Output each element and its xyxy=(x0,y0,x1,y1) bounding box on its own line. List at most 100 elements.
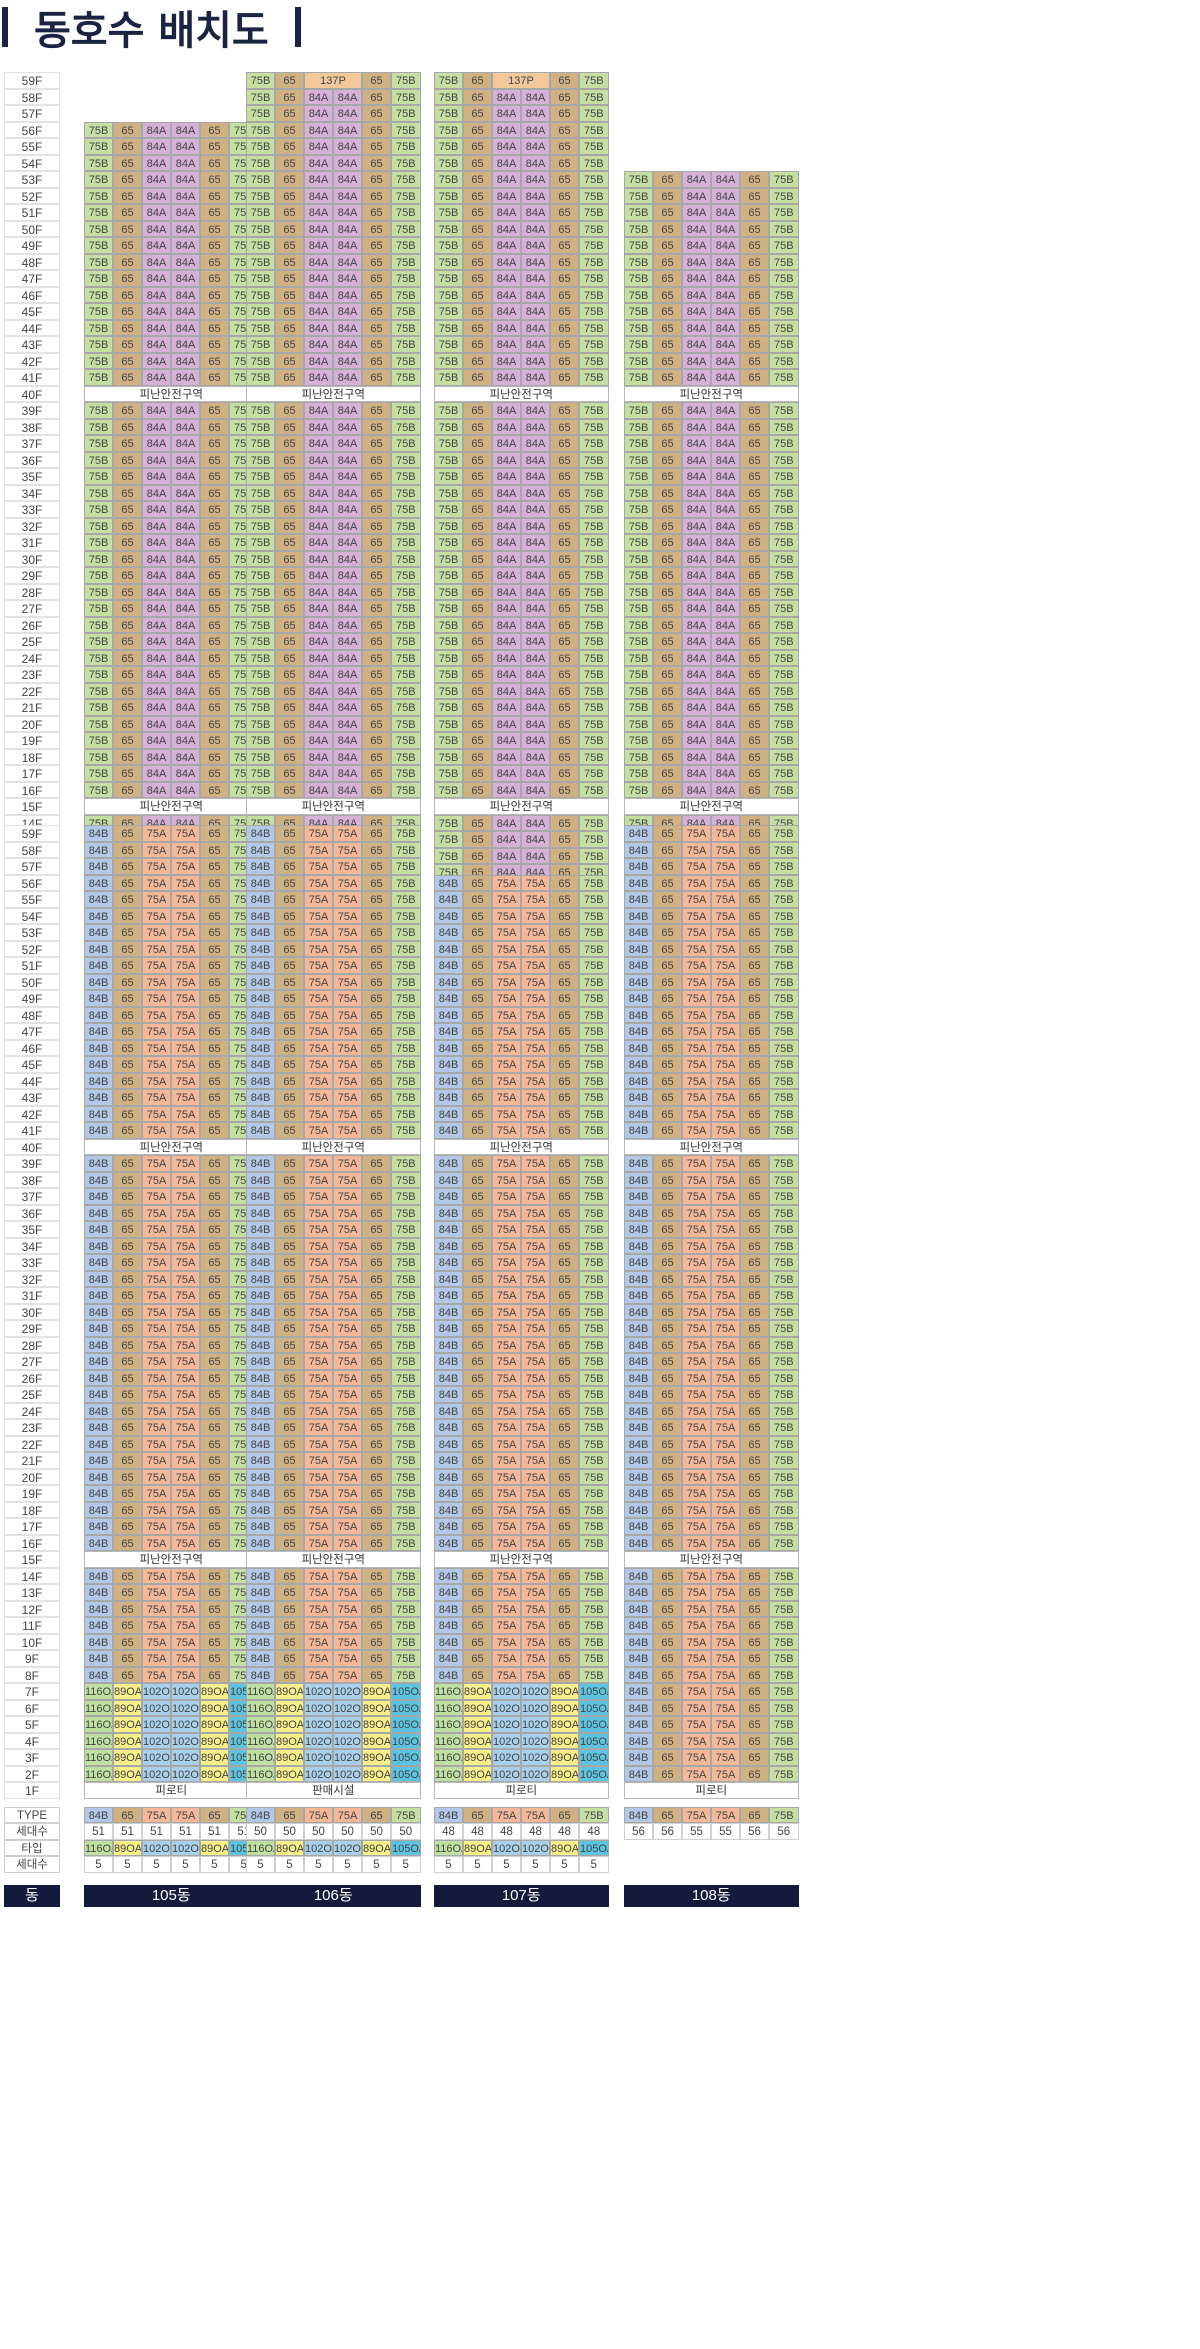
unit-cell[interactable]: 84A xyxy=(304,781,333,798)
unit-cell[interactable]: 65 xyxy=(113,1254,142,1271)
unit-cell[interactable]: 84A xyxy=(333,781,362,798)
unit-cell[interactable]: 65 xyxy=(275,874,304,891)
unit-cell[interactable]: 75B xyxy=(434,765,463,782)
unit-cell[interactable]: 65 xyxy=(463,319,492,336)
unit-cell[interactable]: 65 xyxy=(200,1072,229,1089)
unit-cell[interactable]: 65 xyxy=(463,171,492,188)
unit-cell[interactable]: 75B xyxy=(391,1254,421,1271)
unit-cell[interactable]: 75A xyxy=(304,1254,333,1271)
unit-cell[interactable]: 65 xyxy=(275,1518,304,1535)
unit-cell[interactable]: 75B xyxy=(769,1732,799,1749)
unit-cell[interactable]: 65 xyxy=(463,1534,492,1551)
unit-cell[interactable]: 75A xyxy=(521,891,550,908)
unit-cell[interactable]: 75A xyxy=(682,1089,711,1106)
unit-cell[interactable]: 84B xyxy=(434,1237,463,1254)
unit-cell[interactable]: 84A xyxy=(492,204,521,221)
unit-cell[interactable]: 75B xyxy=(434,402,463,419)
unit-cell[interactable]: 65 xyxy=(275,237,304,254)
unit-cell[interactable]: 65 xyxy=(200,1039,229,1056)
unit-cell[interactable]: 116OA xyxy=(434,1765,463,1782)
unit-cell[interactable]: 65 xyxy=(113,924,142,941)
unit-cell[interactable]: 65 xyxy=(740,682,769,699)
unit-cell[interactable]: 65 xyxy=(740,973,769,990)
unit-cell[interactable]: 84B xyxy=(84,841,113,858)
unit-cell[interactable]: 75A xyxy=(711,874,740,891)
unit-cell[interactable]: 84A xyxy=(142,633,171,650)
unit-cell[interactable]: 65 xyxy=(463,105,492,122)
unit-cell[interactable]: 84A xyxy=(333,600,362,617)
unit-cell[interactable]: 65 xyxy=(113,1600,142,1617)
unit-cell[interactable]: 75B xyxy=(579,1435,609,1452)
unit-cell[interactable]: 75B xyxy=(769,1105,799,1122)
unit-cell[interactable]: 65 xyxy=(463,1155,492,1172)
unit-cell[interactable]: 75A xyxy=(304,990,333,1007)
unit-cell[interactable]: 75B xyxy=(84,220,113,237)
unit-cell[interactable]: 65 xyxy=(362,517,391,534)
unit-cell[interactable]: 65 xyxy=(200,699,229,716)
unit-cell[interactable]: 75A xyxy=(682,1155,711,1172)
unit-cell[interactable]: 75B xyxy=(769,748,799,765)
unit-cell[interactable]: 65 xyxy=(463,550,492,567)
unit-cell[interactable]: 65 xyxy=(200,1452,229,1469)
unit-cell[interactable]: 75A xyxy=(492,1534,521,1551)
unit-cell[interactable]: 84B xyxy=(84,874,113,891)
unit-cell[interactable]: 84A xyxy=(492,319,521,336)
unit-cell[interactable]: 84B xyxy=(624,924,653,941)
unit-cell[interactable]: 84A xyxy=(492,633,521,650)
unit-cell[interactable]: 65 xyxy=(275,270,304,287)
unit-cell[interactable]: 65 xyxy=(550,1633,579,1650)
unit-cell[interactable]: 84A xyxy=(711,204,740,221)
unit-cell[interactable]: 75B xyxy=(769,973,799,990)
unit-cell[interactable]: 75A xyxy=(711,825,740,842)
unit-cell[interactable]: 75B xyxy=(579,1353,609,1370)
unit-cell[interactable]: 102OA xyxy=(333,1749,362,1766)
unit-cell[interactable]: 65 xyxy=(275,600,304,617)
unit-cell[interactable]: 84A xyxy=(333,583,362,600)
unit-cell[interactable]: 105OA xyxy=(579,1683,609,1700)
unit-cell[interactable]: 75A xyxy=(682,1072,711,1089)
unit-cell[interactable]: 65 xyxy=(113,1501,142,1518)
unit-cell[interactable]: 75A xyxy=(492,1105,521,1122)
unit-cell[interactable]: 84A xyxy=(171,138,200,155)
unit-cell[interactable]: 65 xyxy=(740,1600,769,1617)
unit-cell[interactable]: 75A xyxy=(142,1386,171,1403)
unit-cell[interactable]: 65 xyxy=(200,1386,229,1403)
unit-cell[interactable]: 75A xyxy=(171,858,200,875)
unit-cell[interactable]: 75B xyxy=(391,187,421,204)
unit-cell[interactable]: 84B xyxy=(624,1650,653,1667)
unit-cell[interactable]: 75B xyxy=(579,847,609,864)
unit-cell[interactable]: 75B xyxy=(769,435,799,452)
unit-cell[interactable]: 84A xyxy=(142,534,171,551)
unit-cell[interactable]: 65 xyxy=(113,1402,142,1419)
unit-cell[interactable]: 75B xyxy=(434,814,463,831)
unit-cell[interactable]: 84B xyxy=(624,1683,653,1700)
unit-cell[interactable]: 89OA xyxy=(362,1716,391,1733)
unit-cell[interactable]: 75B xyxy=(769,550,799,567)
unit-cell[interactable]: 65 xyxy=(113,616,142,633)
unit-cell[interactable]: 84A xyxy=(171,435,200,452)
unit-cell[interactable]: 65 xyxy=(653,616,682,633)
unit-cell[interactable]: 84A xyxy=(711,270,740,287)
unit-cell[interactable]: 75A xyxy=(492,1336,521,1353)
unit-cell[interactable]: 84B xyxy=(246,1105,275,1122)
unit-cell[interactable]: 102OA xyxy=(142,1765,171,1782)
unit-cell[interactable]: 84B xyxy=(84,1089,113,1106)
unit-cell[interactable]: 65 xyxy=(200,369,229,386)
unit-cell[interactable]: 65 xyxy=(550,1369,579,1386)
unit-cell[interactable]: 75B xyxy=(434,831,463,848)
unit-cell[interactable]: 65 xyxy=(653,1072,682,1089)
unit-cell[interactable]: 65 xyxy=(653,1699,682,1716)
unit-cell[interactable]: 105OA xyxy=(391,1699,421,1716)
unit-cell[interactable]: 65 xyxy=(740,1501,769,1518)
unit-cell[interactable]: 84A xyxy=(304,237,333,254)
unit-cell[interactable]: 75B xyxy=(391,1567,421,1584)
unit-cell[interactable]: 75A xyxy=(333,874,362,891)
unit-cell[interactable]: 75A xyxy=(521,1617,550,1634)
unit-cell[interactable]: 75A xyxy=(711,1006,740,1023)
unit-cell[interactable]: 65 xyxy=(275,1650,304,1667)
unit-cell[interactable]: 84A xyxy=(682,583,711,600)
unit-cell[interactable]: 75B xyxy=(769,187,799,204)
unit-cell[interactable]: 75B xyxy=(579,1204,609,1221)
unit-cell[interactable]: 84B xyxy=(434,1188,463,1205)
unit-cell[interactable]: 84A xyxy=(521,831,550,848)
